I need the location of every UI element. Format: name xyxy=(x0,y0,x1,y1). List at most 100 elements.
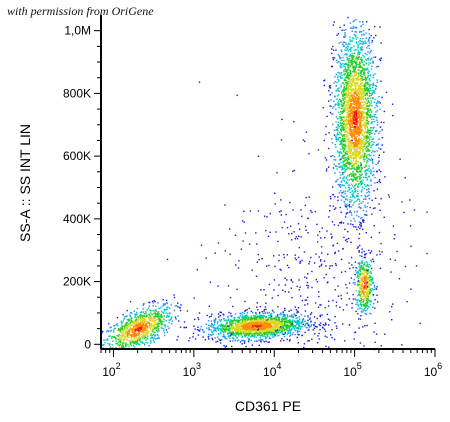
event-dot xyxy=(294,320,296,323)
event-dot xyxy=(144,344,146,346)
event-dot xyxy=(108,323,110,325)
event-dot xyxy=(370,130,372,132)
event-dot xyxy=(343,141,345,143)
event-dot xyxy=(349,210,352,212)
event-dot xyxy=(235,319,238,322)
event-dot xyxy=(114,327,116,329)
event-dot xyxy=(346,199,349,201)
event-dot xyxy=(365,142,367,144)
event-dot xyxy=(369,74,372,76)
event-dot xyxy=(258,330,260,332)
event-dot xyxy=(254,322,257,324)
event-dot xyxy=(370,59,372,61)
event-dot xyxy=(360,130,362,132)
event-dot xyxy=(139,315,141,317)
event-dot xyxy=(344,145,346,148)
event-dot xyxy=(351,154,353,156)
event-dot xyxy=(361,85,363,87)
event-dot xyxy=(251,333,254,335)
event-dot xyxy=(352,160,355,162)
event-dot xyxy=(125,323,127,325)
event-dot xyxy=(233,320,235,322)
event-dot xyxy=(346,106,349,109)
event-dot xyxy=(362,73,364,75)
event-dot xyxy=(337,88,339,90)
event-dot xyxy=(357,57,359,59)
event-dot xyxy=(145,327,147,330)
event-dot xyxy=(118,345,120,347)
event-dot xyxy=(348,84,350,86)
event-dot xyxy=(360,49,362,51)
event-dot xyxy=(114,337,117,339)
event-dot xyxy=(125,344,127,347)
event-dot xyxy=(146,331,148,333)
event-dot xyxy=(232,340,234,342)
event-dot xyxy=(346,127,348,129)
event-dot xyxy=(350,241,352,243)
event-dot xyxy=(367,100,370,102)
event-dot xyxy=(358,117,360,119)
event-dot xyxy=(281,330,283,332)
event-dot xyxy=(211,334,213,336)
event-dot xyxy=(341,166,343,169)
event-dot xyxy=(329,205,331,207)
event-dot xyxy=(352,173,354,175)
event-dot xyxy=(131,329,133,331)
event-dot xyxy=(142,311,145,313)
event-dot xyxy=(337,75,339,77)
event-dot xyxy=(155,319,157,321)
event-dot xyxy=(273,334,275,336)
event-dot xyxy=(259,330,261,332)
event-dot xyxy=(259,339,261,342)
event-dot xyxy=(344,149,346,151)
event-dot xyxy=(347,145,349,147)
event-dot xyxy=(366,191,368,194)
event-dot xyxy=(362,111,364,113)
event-dot xyxy=(344,98,346,100)
event-dot xyxy=(366,141,369,143)
event-dot xyxy=(215,328,217,330)
event-dot xyxy=(126,309,128,312)
event-dot xyxy=(355,104,357,107)
event-dot xyxy=(295,321,297,323)
event-dot xyxy=(147,327,149,329)
event-dot xyxy=(337,183,339,186)
event-dot xyxy=(130,343,132,345)
event-dot xyxy=(364,121,366,124)
event-dot xyxy=(261,326,264,328)
event-dot xyxy=(337,124,339,126)
event-dot xyxy=(140,314,142,316)
event-dot xyxy=(349,132,351,135)
event-dot xyxy=(374,25,376,28)
event-dot xyxy=(350,55,352,57)
event-dot xyxy=(338,159,341,161)
event-dot xyxy=(134,334,136,337)
event-dot xyxy=(337,224,340,227)
event-dot xyxy=(361,105,363,107)
event-dot xyxy=(353,186,355,188)
event-dot xyxy=(364,78,366,80)
event-dot xyxy=(332,49,335,51)
event-dot xyxy=(351,111,353,114)
event-dot xyxy=(168,315,170,317)
event-dot xyxy=(212,324,215,327)
event-dot xyxy=(310,321,312,323)
event-dot xyxy=(349,27,352,29)
event-dot xyxy=(294,330,296,332)
event-dot xyxy=(369,142,371,144)
event-dot xyxy=(224,320,226,322)
event-dot xyxy=(260,322,262,325)
event-dot xyxy=(358,233,361,235)
event-dot xyxy=(363,91,365,93)
event-dot xyxy=(340,101,343,103)
event-dot xyxy=(370,184,372,186)
event-dot xyxy=(282,327,284,329)
event-dot xyxy=(354,187,356,190)
event-dot xyxy=(343,83,345,86)
event-dot xyxy=(353,178,355,180)
event-dot xyxy=(268,333,270,335)
event-dot xyxy=(141,328,143,330)
event-dot xyxy=(264,333,266,335)
event-dot xyxy=(159,319,162,321)
event-dot xyxy=(219,315,221,317)
